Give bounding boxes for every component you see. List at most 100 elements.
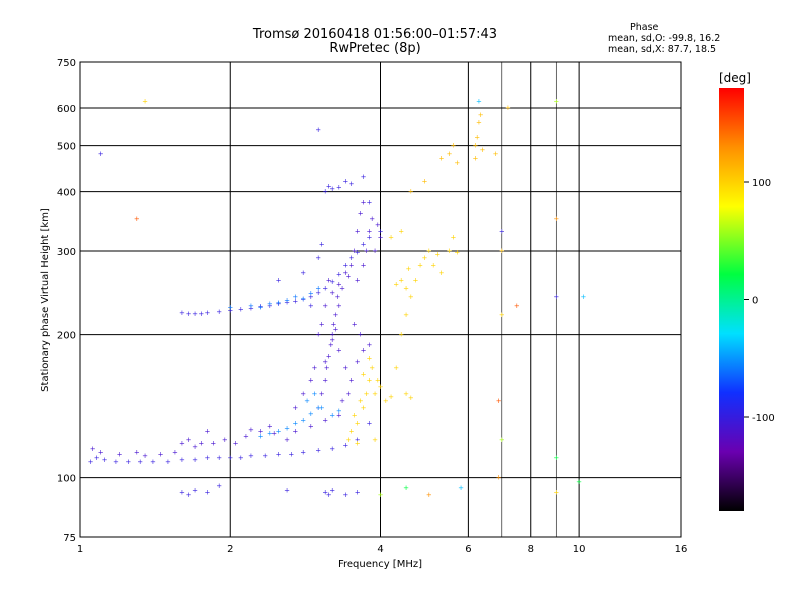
data-point: + — [349, 180, 355, 188]
data-point: + — [243, 433, 249, 441]
data-point: + — [336, 407, 342, 415]
data-point: + — [361, 173, 367, 181]
data-point: + — [398, 277, 404, 285]
data-point: + — [393, 364, 399, 372]
data-point: + — [288, 450, 294, 458]
data-point: + — [426, 247, 432, 255]
data-point: + — [352, 412, 358, 420]
data-point: + — [192, 486, 198, 494]
data-point: + — [476, 97, 482, 105]
data-point: + — [322, 416, 328, 424]
data-point: + — [198, 440, 204, 448]
data-point: + — [98, 448, 104, 456]
data-point: + — [333, 311, 339, 319]
data-point: + — [479, 146, 485, 154]
data-point: + — [450, 234, 456, 242]
data-point: + — [355, 277, 361, 285]
data-point: + — [450, 142, 456, 150]
y-axis-label: Stationary phase Virtual Height [km] — [40, 208, 51, 392]
data-point: + — [125, 458, 131, 466]
data-point: + — [393, 281, 399, 289]
data-point: + — [364, 247, 370, 255]
data-point: + — [267, 423, 273, 431]
data-point: + — [349, 261, 355, 269]
data-point: + — [284, 436, 290, 444]
data-point: + — [117, 450, 123, 458]
data-point: + — [366, 341, 372, 349]
data-point: + — [378, 491, 384, 499]
data-point: + — [336, 281, 342, 289]
data-point: + — [322, 302, 328, 310]
data-point: + — [369, 215, 375, 223]
data-point: + — [308, 423, 314, 431]
colorbar-ticks: 100 0 -100 — [744, 178, 775, 424]
x-axis-label: Frequency [MHz] — [338, 559, 422, 570]
data-point: + — [355, 227, 361, 235]
data-point: + — [493, 150, 499, 158]
colorbar-label: [deg] — [719, 71, 751, 85]
data-point: + — [304, 397, 310, 405]
data-point: + — [315, 404, 321, 412]
data-point: + — [336, 302, 342, 310]
data-point: + — [98, 150, 104, 158]
chart-title: Tromsø 20160418 01:56:00–01:57:43 — [252, 27, 498, 42]
data-point: + — [366, 198, 372, 206]
y-tick-label: 750 — [57, 58, 76, 69]
data-point: + — [499, 311, 505, 319]
data-point: + — [333, 326, 339, 334]
data-point: + — [319, 240, 325, 248]
data-point: + — [90, 445, 96, 453]
data-point: + — [315, 289, 321, 297]
plot-frame — [79, 61, 682, 538]
data-point: + — [342, 491, 348, 499]
data-point: + — [496, 397, 502, 405]
y-tick-label: 400 — [57, 188, 76, 199]
data-point: + — [300, 269, 306, 277]
data-point: + — [192, 310, 198, 318]
data-point: + — [358, 209, 364, 217]
data-point: + — [358, 331, 364, 339]
data-point: + — [366, 234, 372, 242]
data-point: + — [375, 221, 381, 229]
data-point: + — [222, 436, 228, 444]
data-point: + — [94, 454, 100, 462]
data-point: + — [408, 394, 414, 402]
data-point: + — [172, 448, 178, 456]
data-point: + — [553, 293, 559, 301]
data-point: + — [388, 234, 394, 242]
data-point: + — [342, 364, 348, 372]
colorbar-tick-label: 0 — [752, 296, 758, 307]
data-point: + — [308, 293, 314, 301]
data-point: + — [292, 404, 298, 412]
data-point: + — [276, 299, 282, 307]
data-point: + — [186, 491, 192, 499]
data-point: + — [88, 458, 94, 466]
data-point: + — [375, 377, 381, 385]
data-point: + — [388, 393, 394, 401]
x-tick-label: 2 — [227, 544, 233, 555]
data-point: + — [355, 436, 361, 444]
data-point: + — [553, 489, 559, 497]
data-point: + — [553, 215, 559, 223]
data-point: + — [315, 254, 321, 262]
data-point: + — [398, 227, 404, 235]
data-point: + — [352, 321, 358, 329]
data-point: + — [192, 456, 198, 464]
grid-lines — [80, 62, 681, 537]
data-point: + — [276, 450, 282, 458]
data-point: + — [326, 183, 332, 191]
data-point: + — [576, 478, 582, 486]
data-point: + — [403, 484, 409, 492]
data-point: + — [349, 377, 355, 385]
axis-ticks: 1 2 4 6 8 10 16 75 100 200 300 400 500 600 750 — [57, 58, 687, 555]
y-tick-label: 75 — [63, 533, 76, 544]
data-point: + — [216, 482, 222, 490]
data-point: + — [315, 447, 321, 455]
data-point: + — [339, 285, 345, 293]
data-point: + — [403, 311, 409, 319]
data-point: + — [349, 428, 355, 436]
data-point: + — [358, 397, 364, 405]
data-point: + — [447, 150, 453, 158]
data-point: + — [366, 227, 372, 235]
